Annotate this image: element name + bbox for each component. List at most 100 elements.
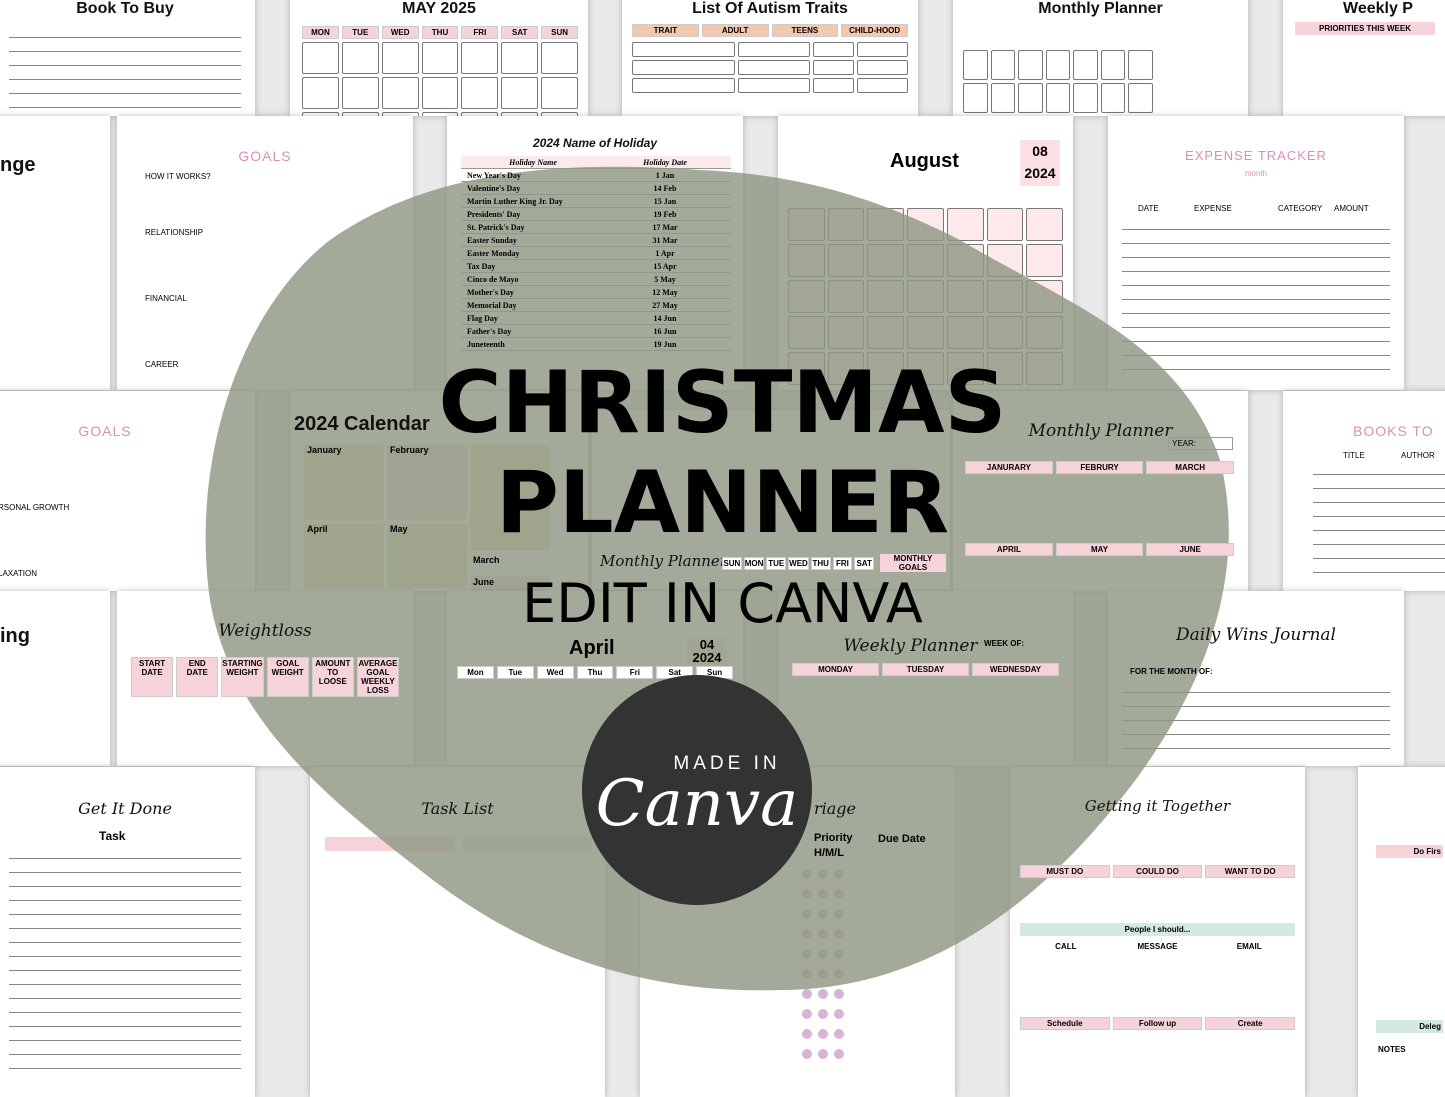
calendar-grid bbox=[302, 42, 578, 116]
priority-dot[interactable] bbox=[834, 889, 844, 899]
priority-dot[interactable] bbox=[802, 869, 812, 879]
months-header: JANURARY FEBRURY MARCH bbox=[965, 461, 1235, 474]
priorities-label: PRIORITIES THIS WEEK bbox=[1295, 22, 1435, 35]
month-number: 08 bbox=[1032, 143, 1048, 159]
grid-cell bbox=[1026, 316, 1063, 349]
book-to-buy-sheet: Book To Buy bbox=[0, 0, 255, 116]
holiday-table: Holiday Name Holiday Date New Year's Day 1… bbox=[461, 156, 731, 351]
priority-dot[interactable] bbox=[818, 929, 828, 939]
priority-dot[interactable] bbox=[834, 869, 844, 879]
month: June bbox=[470, 576, 550, 591]
priority-dot[interactable] bbox=[834, 929, 844, 939]
grid-cell bbox=[1128, 83, 1153, 113]
month: May bbox=[387, 524, 467, 588]
priority-dot[interactable] bbox=[802, 929, 812, 939]
priority-dot[interactable] bbox=[818, 889, 828, 899]
col: GOAL WEIGHT bbox=[266, 657, 309, 697]
priority-dot[interactable] bbox=[818, 1009, 828, 1019]
priority-dots bbox=[802, 869, 844, 1069]
notes-label: NOTES bbox=[1378, 1045, 1406, 1054]
priority-dot[interactable] bbox=[802, 909, 812, 919]
ruled-lines bbox=[1122, 216, 1390, 370]
grid-cell bbox=[986, 316, 1024, 349]
grid-cell bbox=[946, 280, 984, 313]
grid-cell bbox=[461, 77, 499, 109]
priority-dot[interactable] bbox=[834, 909, 844, 919]
priority-dot[interactable] bbox=[818, 949, 828, 959]
month: April bbox=[304, 524, 384, 588]
priority-dot[interactable] bbox=[802, 1009, 812, 1019]
grid-cell bbox=[737, 60, 810, 75]
sheet-title: Getting it Together bbox=[1084, 797, 1231, 815]
grid-cell bbox=[341, 112, 379, 116]
priority-dot[interactable] bbox=[818, 969, 828, 979]
month: APRIL bbox=[965, 543, 1053, 556]
priority-dot[interactable] bbox=[834, 1049, 844, 1059]
get-it-done-sheet: Get It Done Task bbox=[0, 767, 255, 1097]
holiday-date: 15 Apr bbox=[653, 261, 677, 271]
todo-header: MUST DO COULD DO WANT TO DO bbox=[1020, 865, 1296, 878]
priority-dot[interactable] bbox=[802, 1029, 812, 1039]
priority-dot[interactable] bbox=[818, 989, 828, 999]
holiday-date: 19 Jun bbox=[653, 339, 677, 349]
grid-cell bbox=[812, 42, 854, 57]
books-sheet: BOOKS TO TITLE AUTHOR bbox=[1283, 391, 1445, 591]
holiday-name: Tax Day bbox=[467, 261, 496, 271]
sheet-title: 2024 Calendar bbox=[294, 413, 430, 435]
right-partial-sheet: Do Firs Deleg NOTES bbox=[1358, 767, 1445, 1097]
holiday-row: Mother's Day 12 May bbox=[461, 286, 731, 299]
actions-header: Schedule Follow up Create bbox=[1020, 1017, 1296, 1030]
autism-traits-sheet: List Of Autism Traits TRAIT ADULT TEENS CHI… bbox=[622, 0, 918, 116]
priority-dot[interactable] bbox=[818, 1029, 828, 1039]
day: TUESDAY bbox=[882, 663, 969, 676]
priority-dot[interactable] bbox=[802, 949, 812, 959]
holiday-date: 16 Jun bbox=[653, 326, 677, 336]
sheet-title: Weekly Planner bbox=[843, 636, 978, 656]
priority-dot[interactable] bbox=[802, 1049, 812, 1059]
sheet-title: riage bbox=[814, 799, 857, 818]
holiday-name: New Year's Day bbox=[467, 170, 521, 180]
monthly-planner-right-sheet: Monthly Planner YEAR: JANURARY FEBRURY MAR… bbox=[953, 391, 1248, 591]
priority-dot[interactable] bbox=[802, 969, 812, 979]
priority-dot[interactable] bbox=[834, 969, 844, 979]
col-header: Holiday Date bbox=[643, 157, 687, 167]
priority-dot[interactable] bbox=[818, 1049, 828, 1059]
day: Thu bbox=[576, 666, 614, 679]
holiday-name: Juneteenth bbox=[467, 339, 505, 349]
priority-dot[interactable] bbox=[834, 949, 844, 959]
day: TUE bbox=[341, 26, 379, 39]
grid-cell bbox=[421, 42, 459, 74]
task-list-sheet: Task List bbox=[310, 767, 605, 1097]
grid-cell bbox=[907, 280, 944, 313]
priority-dot[interactable] bbox=[818, 869, 828, 879]
grid-cell bbox=[867, 352, 905, 385]
priority-dot[interactable] bbox=[834, 1029, 844, 1039]
weekly-planner-sheet: Weekly Planner WEEK OF: MONDAY TUESDAY WED… bbox=[778, 591, 1073, 766]
grid-cell bbox=[381, 112, 419, 116]
month: February bbox=[387, 445, 467, 520]
grid-cell bbox=[1100, 50, 1126, 80]
grid-cell bbox=[946, 208, 984, 241]
column-header bbox=[462, 837, 592, 851]
priority-dot[interactable] bbox=[818, 909, 828, 919]
year-field: YEAR: bbox=[1168, 437, 1233, 450]
grid-cell bbox=[907, 352, 944, 385]
goal-category: LAXATION bbox=[0, 569, 37, 578]
priority-dot[interactable] bbox=[834, 1009, 844, 1019]
sheet-title: Monthly Planner bbox=[600, 552, 727, 570]
priority-dot[interactable] bbox=[834, 989, 844, 999]
sheet-title: BOOKS TO bbox=[1353, 423, 1434, 439]
month-name: February bbox=[390, 445, 429, 455]
week-of-label: WEEK OF: bbox=[984, 639, 1024, 648]
priority-dot[interactable] bbox=[802, 889, 812, 899]
grid-cell bbox=[1073, 50, 1098, 80]
sheet-title: 2024 Name of Holiday bbox=[532, 136, 658, 150]
grid-cell bbox=[946, 316, 984, 349]
col: DATE bbox=[1138, 204, 1159, 213]
monthly-planner-top-sheet: Monthly Planner bbox=[953, 0, 1248, 116]
col: CATEGORY bbox=[1278, 204, 1323, 213]
grid-cell bbox=[827, 280, 865, 313]
grid-cell bbox=[788, 352, 825, 385]
do-first-label: Do Firs bbox=[1376, 845, 1443, 858]
priority-dot[interactable] bbox=[802, 989, 812, 999]
